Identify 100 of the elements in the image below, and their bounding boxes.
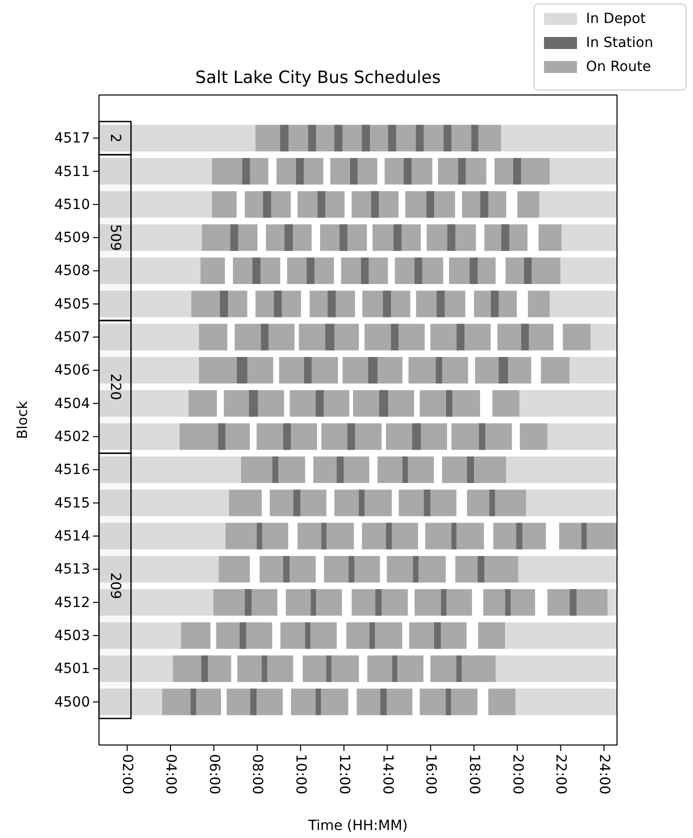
- bar: [180, 622, 210, 649]
- y-tick-label: 4511: [54, 164, 90, 180]
- bar: [394, 224, 402, 251]
- x-tick-label: 04:00: [162, 754, 179, 794]
- bar: [216, 622, 272, 649]
- bar: [316, 688, 321, 716]
- bar: [581, 522, 587, 550]
- bar: [326, 655, 332, 682]
- bar: [99, 258, 200, 284]
- bar: [386, 556, 446, 582]
- y-tick-label: 4515: [54, 495, 90, 512]
- bar: [380, 688, 387, 716]
- bar: [236, 356, 248, 384]
- bar: [371, 191, 379, 218]
- bar: [492, 390, 520, 417]
- bar: [99, 191, 212, 218]
- bar: [242, 158, 250, 185]
- y-tick-label: 4507: [54, 330, 90, 346]
- bar: [262, 655, 268, 682]
- bar: [272, 456, 278, 484]
- x-tick-label: 10:00: [292, 754, 309, 794]
- bar: [430, 655, 496, 682]
- bar: [348, 556, 354, 582]
- bar: [451, 522, 456, 550]
- bar: [436, 356, 442, 384]
- bar: [346, 622, 402, 649]
- bar: [347, 423, 355, 450]
- bar: [304, 356, 312, 384]
- y-tick-label: 4513: [54, 562, 90, 578]
- x-tick-label: 02:00: [119, 754, 136, 794]
- bar: [478, 556, 484, 582]
- bar: [408, 356, 468, 384]
- bar: [520, 423, 548, 450]
- bar: [526, 490, 617, 516]
- bar: [412, 423, 421, 450]
- legend-label: On Route: [586, 59, 651, 75]
- bar: [516, 522, 522, 550]
- bar: [172, 655, 232, 682]
- bar: [284, 224, 293, 251]
- bar: [416, 124, 424, 152]
- bar: [190, 688, 196, 716]
- band-label: 220: [107, 373, 123, 400]
- bar: [291, 688, 348, 716]
- y-tick-label: 4514: [54, 528, 90, 545]
- bar: [483, 589, 536, 616]
- bar: [328, 290, 336, 318]
- bar: [240, 622, 246, 649]
- bar: [501, 124, 617, 152]
- y-axis-title: Block: [15, 400, 31, 439]
- bar: [256, 522, 262, 550]
- bar: [478, 423, 486, 450]
- bar: [441, 589, 446, 616]
- y-tick-label: 4508: [54, 263, 90, 280]
- bar: [228, 490, 262, 516]
- bar: [280, 124, 288, 152]
- y-tick-label: 4512: [54, 594, 90, 611]
- bar: [162, 688, 222, 716]
- legend-label: In Station: [586, 35, 654, 51]
- bar: [480, 191, 488, 218]
- bar: [471, 124, 478, 152]
- y-tick-label: 4517: [54, 130, 90, 147]
- bar: [386, 522, 392, 550]
- bar: [506, 456, 617, 484]
- bar: [426, 191, 434, 218]
- bar: [99, 456, 241, 484]
- y-tick-label: 4505: [54, 296, 90, 312]
- bar: [99, 224, 202, 251]
- y-tick-label: 4510: [54, 196, 90, 213]
- bar: [99, 290, 192, 318]
- chart-title: Salt Lake City Bus Schedules: [195, 68, 441, 88]
- bar: [99, 423, 180, 450]
- bar: [436, 290, 445, 318]
- bar: [280, 622, 337, 649]
- bar: [562, 224, 617, 251]
- x-tick-label: 12:00: [336, 754, 352, 794]
- bar: [230, 224, 238, 251]
- y-tick-label: 4500: [54, 694, 90, 710]
- bar: [488, 688, 516, 716]
- band-label: 209: [107, 572, 123, 600]
- bar: [489, 490, 495, 516]
- bar: [424, 490, 430, 516]
- bar: [458, 158, 466, 185]
- bar: [570, 356, 617, 384]
- bar: [404, 158, 412, 185]
- bar: [590, 324, 617, 350]
- bar: [375, 589, 382, 616]
- bar: [274, 290, 282, 318]
- x-tick-label: 08:00: [249, 754, 266, 794]
- bar: [248, 390, 258, 417]
- bar: [306, 258, 314, 284]
- bar: [212, 191, 237, 218]
- bar: [524, 258, 532, 284]
- bar: [446, 390, 452, 417]
- bar: [358, 490, 364, 516]
- bar: [188, 390, 217, 417]
- bar: [218, 423, 226, 450]
- bar: [379, 390, 388, 417]
- bar: [413, 556, 418, 582]
- bar: [513, 158, 521, 185]
- bar: [286, 589, 342, 616]
